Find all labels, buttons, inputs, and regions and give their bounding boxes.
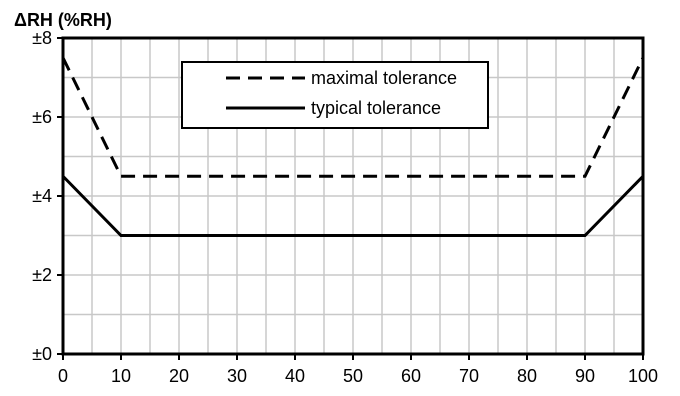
y-tick-label: ±6 (32, 107, 52, 127)
legend-box (181, 61, 489, 129)
x-tick-label: 70 (459, 366, 479, 386)
series-layer (61, 57, 645, 237)
series-line-maximal-tolerance (61, 57, 645, 178)
x-tick-label: 50 (343, 366, 363, 386)
y-tick-label: ±8 (32, 28, 52, 48)
x-tick-label: 0 (58, 366, 68, 386)
y-tick-label: ±0 (32, 344, 52, 364)
legend: maximal tolerance typical tolerance (181, 61, 489, 129)
y-tick-label: ±2 (32, 265, 52, 285)
x-tick-label: 20 (169, 366, 189, 386)
x-tick-label: 40 (285, 366, 305, 386)
y-tick-label: ±4 (32, 186, 52, 206)
x-tick-label: 80 (517, 366, 537, 386)
legend-label-typical-tolerance: typical tolerance (311, 98, 441, 118)
series-line-typical-tolerance (61, 175, 645, 237)
x-tick-label: 30 (227, 366, 247, 386)
y-axis-label: ΔRH (%RH) (14, 10, 112, 30)
x-tick-label: 100 (628, 366, 658, 386)
x-tick-label: 90 (575, 366, 595, 386)
x-tick-label: 60 (401, 366, 421, 386)
tick-layer: 0 10 20 30 40 50 60 70 80 90 100 ±0 ±2 ±4 ±6 ±8 (32, 28, 658, 386)
x-tick-label: 10 (111, 366, 131, 386)
legend-label-maximal-tolerance: maximal tolerance (311, 68, 457, 88)
